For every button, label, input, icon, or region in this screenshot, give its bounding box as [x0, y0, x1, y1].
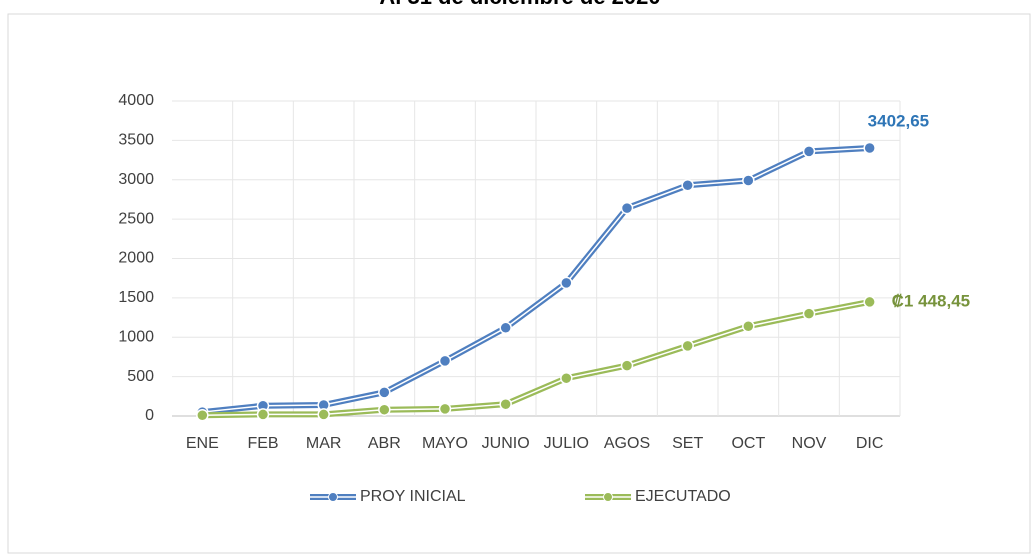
y-tick-label: 2000	[118, 250, 154, 267]
marker	[438, 402, 452, 416]
chart-title: Al 31 de diciembre de 2020	[379, 0, 660, 9]
marker	[681, 339, 694, 353]
y-tick-label: 1000	[118, 328, 154, 345]
marker	[499, 397, 512, 411]
x-tick-label: FEB	[247, 435, 278, 452]
marker	[317, 408, 330, 421]
y-tick-label: 3500	[118, 132, 154, 149]
marker	[863, 295, 876, 309]
x-tick-label: NOV	[792, 435, 827, 452]
y-tick-label: 1500	[118, 289, 154, 306]
legend-marker	[328, 492, 338, 502]
marker	[438, 354, 452, 368]
marker	[196, 408, 209, 422]
legend-label: PROY INICIAL	[360, 488, 466, 505]
marker	[378, 403, 391, 416]
marker	[560, 371, 573, 385]
marker	[742, 319, 755, 333]
y-tick-label: 4000	[118, 92, 154, 109]
chart-frame	[7, 13, 1031, 554]
y-tick-label: 0	[145, 407, 154, 424]
legend-marker	[603, 492, 613, 502]
marker	[802, 145, 816, 158]
marker	[863, 141, 876, 155]
data-label: ₡1 448,45	[892, 291, 970, 310]
y-tick-label: 2500	[118, 210, 154, 227]
x-tick-label: JUNIO	[482, 435, 530, 452]
marker	[560, 276, 573, 290]
x-tick-label: OCT	[731, 435, 765, 452]
marker	[802, 307, 816, 320]
marker	[378, 386, 391, 399]
data-label: 3402,65	[868, 112, 929, 131]
x-tick-label: SET	[672, 435, 703, 452]
y-tick-label: 500	[127, 368, 154, 385]
marker	[620, 359, 634, 372]
marker	[620, 201, 634, 215]
x-tick-label: JULIO	[544, 435, 589, 452]
marker	[256, 408, 270, 421]
x-tick-label: MAYO	[422, 435, 468, 452]
series-line-inner	[202, 301, 870, 416]
x-tick-label: DIC	[856, 435, 884, 452]
x-tick-label: ABR	[368, 435, 401, 452]
y-tick-label: 3000	[118, 171, 154, 188]
x-tick-label: AGOS	[604, 435, 650, 452]
x-tick-label: ENE	[186, 435, 219, 452]
legend-label: EJECUTADO	[635, 488, 731, 505]
x-tick-label: MAR	[306, 435, 342, 452]
marker	[499, 321, 512, 335]
marker	[742, 174, 755, 187]
marker	[681, 179, 694, 192]
series-line-inner	[202, 147, 870, 413]
